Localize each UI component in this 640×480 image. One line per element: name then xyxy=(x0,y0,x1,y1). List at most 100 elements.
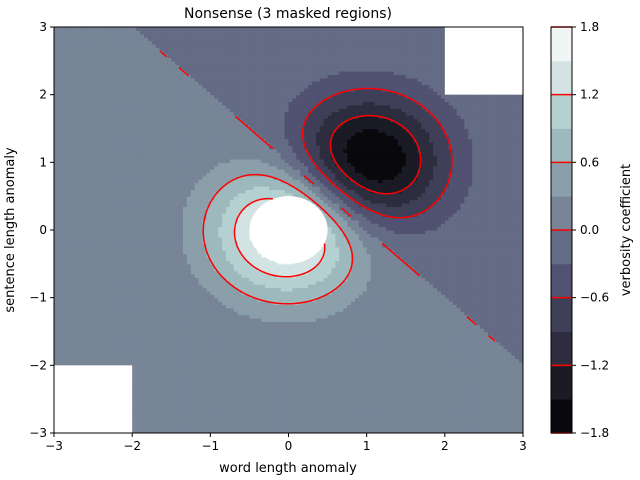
contour-cell xyxy=(151,104,157,109)
contour-cell xyxy=(175,263,180,268)
contour-cell xyxy=(93,236,98,241)
contour-cell xyxy=(202,230,208,234)
contour-cell xyxy=(54,199,59,204)
contour-cell xyxy=(186,27,192,31)
contour-cell xyxy=(61,277,67,282)
contour-cell xyxy=(190,412,196,417)
contour-cell xyxy=(155,27,161,31)
contour-cell xyxy=(163,307,168,312)
contour-cell xyxy=(124,33,129,38)
contour-cell xyxy=(179,280,184,285)
contour-cell xyxy=(136,216,141,221)
contour-cell xyxy=(147,196,153,201)
contour-cell xyxy=(175,145,180,150)
contour-cell xyxy=(136,284,141,289)
contour-cell xyxy=(100,155,106,160)
contour-cell xyxy=(159,399,165,404)
contour-cell xyxy=(163,209,168,214)
contour-cell xyxy=(77,219,82,224)
contour-cell xyxy=(210,226,215,231)
contour-cell xyxy=(77,158,82,163)
contour-cell xyxy=(186,145,192,150)
contour-cell xyxy=(89,358,94,363)
contour-cell xyxy=(147,246,153,251)
contour-cell xyxy=(151,192,157,197)
contour-cell xyxy=(171,402,176,407)
contour-cell xyxy=(108,246,114,251)
contour-cell xyxy=(136,273,141,278)
contour-cell xyxy=(202,206,208,211)
contour-cell xyxy=(210,33,215,38)
contour-cell xyxy=(167,280,172,285)
contour-cell xyxy=(182,328,188,333)
contour-cell xyxy=(65,158,71,163)
contour-cell xyxy=(159,351,165,356)
contour-cell xyxy=(210,243,215,248)
contour-cell xyxy=(147,405,153,410)
contour-cell xyxy=(206,158,211,163)
contour-cell xyxy=(77,213,82,218)
contour-cell xyxy=(206,402,211,407)
contour-cell xyxy=(124,260,129,265)
contour-cell xyxy=(54,307,59,312)
contour-cell xyxy=(139,104,145,109)
contour-cell xyxy=(182,57,188,62)
contour-cell xyxy=(85,165,90,170)
contour-cell xyxy=(120,33,125,38)
contour-cell xyxy=(77,94,82,99)
contour-cell xyxy=(182,216,188,221)
contour-cell xyxy=(202,145,208,150)
contour-cell xyxy=(54,348,59,353)
contour-cell xyxy=(190,375,196,380)
contour-cell xyxy=(108,64,114,69)
contour-cell xyxy=(132,206,137,211)
contour-cell xyxy=(159,175,165,180)
contour-cell xyxy=(128,345,133,350)
contour-cell xyxy=(175,236,180,241)
contour-cell xyxy=(120,361,125,366)
contour-cell xyxy=(85,351,90,356)
contour-cell xyxy=(175,189,180,194)
contour-cell xyxy=(190,419,196,424)
contour-cell xyxy=(112,206,118,211)
contour-cell xyxy=(136,57,141,62)
contour-cell xyxy=(61,246,67,251)
contour-cell xyxy=(93,307,98,312)
contour-cell xyxy=(139,246,145,251)
contour-cell xyxy=(179,260,184,265)
contour-cell xyxy=(116,64,122,69)
contour-cell xyxy=(206,162,211,167)
contour-cell xyxy=(167,389,172,393)
contour-cell xyxy=(96,108,102,113)
contour-cell xyxy=(159,186,165,190)
contour-cell xyxy=(198,223,204,228)
contour-cell xyxy=(96,311,102,316)
contour-cell xyxy=(89,162,94,167)
contour-cell xyxy=(139,250,145,255)
contour-cell xyxy=(155,209,161,214)
contour-cell xyxy=(186,267,192,272)
contour-cell xyxy=(73,60,79,65)
contour-cell xyxy=(65,98,71,103)
contour-cell xyxy=(124,186,129,190)
contour-cell xyxy=(163,84,168,89)
contour-cell xyxy=(108,250,114,255)
filled-contours xyxy=(54,27,523,433)
contour-cell xyxy=(210,74,215,79)
contour-cell xyxy=(116,257,122,262)
contour-cell xyxy=(198,395,204,400)
contour-cell xyxy=(159,155,165,160)
contour-cell xyxy=(182,287,188,292)
contour-cell xyxy=(128,43,133,48)
contour-cell xyxy=(136,43,141,48)
contour-cell xyxy=(186,280,192,285)
contour-cell xyxy=(61,280,67,285)
contour-cell xyxy=(182,94,188,99)
contour-cell xyxy=(198,30,204,35)
contour-cell xyxy=(206,50,211,55)
contour-cell xyxy=(198,317,204,322)
contour-cell xyxy=(89,98,94,103)
contour-cell xyxy=(77,108,82,113)
contour-cell xyxy=(182,280,188,285)
contour-cell xyxy=(151,338,157,343)
